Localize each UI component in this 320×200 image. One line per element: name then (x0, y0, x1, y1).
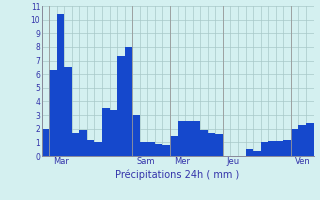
Bar (72, 133, 79, 156)
Bar (109, 110, 117, 156)
Bar (64, 67, 72, 156)
Bar (291, 129, 299, 156)
Bar (148, 142, 155, 156)
Bar (276, 141, 284, 156)
Bar (253, 151, 261, 156)
X-axis label: Précipitations 24h ( mm ): Précipitations 24h ( mm ) (116, 169, 240, 180)
Bar (193, 121, 200, 156)
Bar (49, 70, 57, 156)
Bar (299, 125, 306, 156)
Bar (79, 130, 87, 156)
Bar (284, 140, 291, 156)
Bar (170, 136, 178, 156)
Bar (117, 56, 125, 156)
Bar (94, 142, 102, 156)
Bar (102, 108, 109, 156)
Bar (185, 121, 193, 156)
Bar (200, 130, 208, 156)
Bar (268, 141, 276, 156)
Bar (261, 142, 268, 156)
Bar (57, 14, 64, 156)
Bar (163, 145, 170, 156)
Bar (87, 140, 94, 156)
Bar (246, 149, 253, 156)
Bar (42, 129, 49, 156)
Bar (155, 144, 163, 156)
Bar (132, 115, 140, 156)
Bar (306, 123, 314, 156)
Bar (215, 134, 223, 156)
Bar (208, 133, 215, 156)
Bar (125, 47, 132, 156)
Bar (140, 142, 148, 156)
Bar (178, 121, 185, 156)
